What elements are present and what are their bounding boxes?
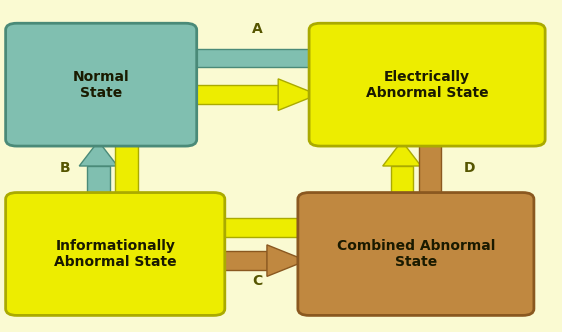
Polygon shape (107, 198, 146, 222)
Polygon shape (411, 198, 449, 222)
Bar (188, 85, 278, 104)
Text: D: D (464, 161, 475, 175)
Bar (87, 166, 110, 198)
Bar (419, 141, 441, 222)
Polygon shape (267, 245, 306, 276)
Text: Informationally
Abnormal State: Informationally Abnormal State (54, 239, 176, 269)
Text: A: A (252, 22, 263, 36)
Text: B: B (60, 161, 70, 175)
Polygon shape (278, 79, 318, 110)
Text: Combined Abnormal
State: Combined Abnormal State (337, 239, 495, 269)
Text: Normal
State: Normal State (73, 70, 129, 100)
FancyBboxPatch shape (6, 23, 197, 146)
Text: Electrically
Abnormal State: Electrically Abnormal State (366, 70, 488, 100)
Polygon shape (79, 141, 117, 166)
Polygon shape (318, 42, 357, 74)
Bar (216, 252, 267, 270)
Bar (115, 141, 138, 222)
Text: C: C (252, 274, 262, 288)
FancyBboxPatch shape (6, 193, 225, 315)
Polygon shape (383, 141, 421, 166)
FancyBboxPatch shape (309, 23, 545, 146)
Bar (188, 49, 357, 67)
FancyBboxPatch shape (298, 193, 534, 315)
Polygon shape (306, 212, 346, 243)
Bar (216, 218, 346, 236)
Bar (391, 166, 413, 198)
